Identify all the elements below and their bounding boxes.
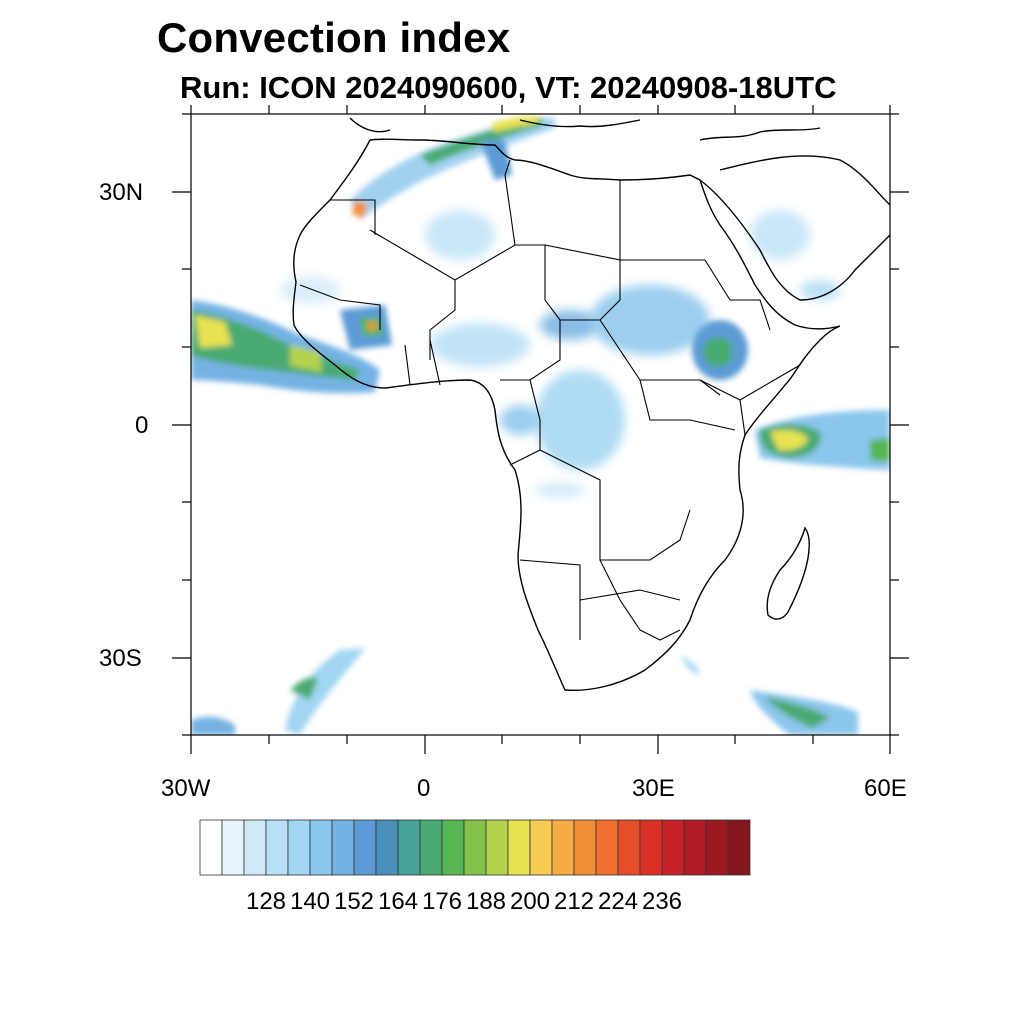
colorbar-swatch [441, 819, 465, 876]
colorbar-swatch [617, 819, 641, 876]
lat-label-eq: 0 [135, 412, 149, 439]
colorbar-label: 236 [641, 888, 683, 915]
convection-region-south-indian [680, 655, 858, 735]
chart-subtitle: Run: ICON 2024090600, VT: 20240908-18UTC [180, 70, 837, 105]
lon-label-30e: 30E [632, 775, 675, 802]
coastlines [292, 117, 890, 692]
arabia-coastline [699, 155, 890, 301]
colorbar-swatch [705, 819, 729, 876]
colorbar-swatch [595, 819, 619, 876]
chart-title: Convection index [157, 14, 511, 61]
convection-region-west-africa [191, 300, 392, 394]
colorbar-swatch [683, 819, 707, 876]
colorbar-swatch [639, 819, 663, 876]
colorbar-swatch [419, 819, 443, 876]
africa-coastline [292, 138, 841, 692]
madagascar-coastline [766, 526, 810, 620]
colorbar-label: 140 [289, 888, 331, 915]
colorbar-swatch [243, 819, 267, 876]
colorbar-swatch [661, 819, 685, 876]
map-ticks [172, 105, 909, 754]
colorbar-swatch [265, 819, 289, 876]
colorbar-label: 164 [377, 888, 419, 915]
lon-label-0: 0 [417, 775, 431, 802]
colorbar-label: 188 [465, 888, 507, 915]
convection-region-central-africa [430, 285, 710, 498]
colorbar-swatch [375, 819, 399, 876]
colorbar-swatch [331, 819, 355, 876]
colorbar-swatch [573, 819, 597, 876]
convection-field [191, 116, 890, 735]
colorbar-label: 200 [509, 888, 551, 915]
colorbar-swatch [463, 819, 487, 876]
convection-region-atlas [350, 116, 555, 220]
convection-region-ethiopia [692, 320, 748, 380]
colorbar-swatch [221, 819, 245, 876]
colorbar-label: 212 [553, 888, 595, 915]
lat-label-30s: 30S [99, 645, 142, 672]
colorbar-label: 152 [333, 888, 375, 915]
lon-label-30w: 30W [161, 775, 211, 802]
colorbar-label: 224 [597, 888, 639, 915]
colorbar-swatch [485, 819, 509, 876]
europe-coastline [349, 117, 821, 141]
colorbar-swatch [397, 819, 421, 876]
convection-region-south-atlantic [191, 648, 365, 735]
colorbar-swatch [507, 819, 531, 876]
colorbar-swatch [353, 819, 377, 876]
colorbar-swatch [199, 819, 223, 876]
colorbar-swatch [309, 819, 333, 876]
convection-region-indian-ocean [755, 410, 890, 470]
colorbar-swatch [551, 819, 575, 876]
colorbar [199, 819, 751, 876]
colorbar-swatch [287, 819, 311, 876]
colorbar-swatch [727, 819, 751, 876]
colorbar-label: 128 [245, 888, 287, 915]
country-borders [299, 159, 801, 641]
lat-label-30n: 30N [99, 179, 144, 206]
colorbar-swatch [529, 819, 553, 876]
lon-label-60e: 60E [864, 775, 907, 802]
colorbar-label: 176 [421, 888, 463, 915]
convection-region-sahara [280, 210, 840, 304]
